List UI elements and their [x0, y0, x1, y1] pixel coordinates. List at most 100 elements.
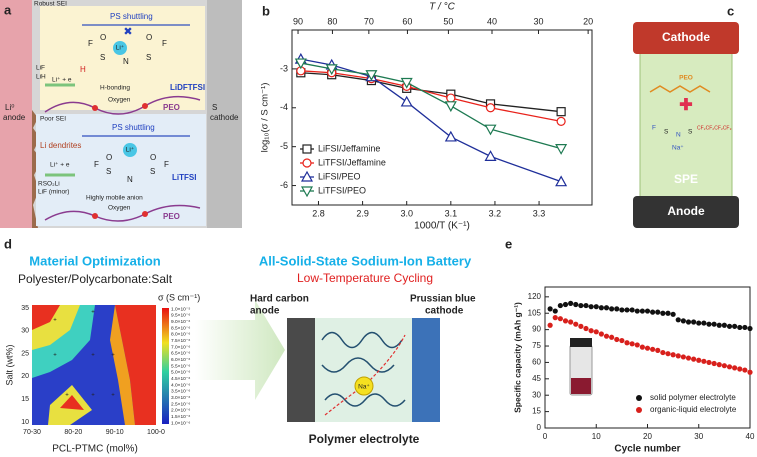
x-tick-label: 2.8 [312, 208, 325, 218]
point [629, 307, 635, 313]
atom: S [688, 129, 693, 136]
marker [484, 150, 497, 161]
point [603, 333, 610, 339]
point [583, 325, 589, 332]
point [578, 323, 584, 329]
x2-tick-label: 70 [364, 16, 374, 26]
anode-image [287, 318, 315, 422]
point [573, 321, 579, 327]
cathode-label: Prussian blue [410, 294, 476, 305]
point [624, 340, 630, 346]
point [742, 324, 748, 331]
x-tick-label: 0 [543, 432, 548, 441]
point [732, 323, 738, 329]
atom: F [94, 160, 99, 169]
point [609, 306, 615, 312]
polymer-chain [321, 331, 406, 407]
point [568, 300, 574, 306]
point [675, 353, 681, 359]
atom: F [88, 39, 93, 48]
anode-label: anode [3, 113, 26, 122]
atom: F [164, 160, 169, 169]
x-label: PCL-PTMC (mol%) [52, 444, 138, 455]
ion [113, 41, 127, 55]
anion-label: Highly mobile anion [86, 195, 143, 202]
point [619, 337, 625, 344]
point [716, 322, 722, 328]
y-tick-label: -3 [280, 63, 288, 73]
heatmap-region [32, 305, 60, 330]
legend-marker [300, 170, 314, 182]
subtitle: Polyester/Polycarbonate:Salt [18, 272, 173, 286]
point [583, 302, 589, 309]
point [547, 306, 553, 312]
point [552, 315, 558, 321]
anode [633, 196, 739, 228]
point [593, 329, 599, 335]
sample-mark: + [91, 310, 95, 316]
x2-tick-label: 40 [487, 16, 497, 26]
colorbar-label: 6.5×10⁻⁶ [171, 351, 190, 357]
block-mark: ✖ [123, 26, 132, 38]
y-tick-label: -6 [280, 180, 288, 190]
marker [444, 130, 457, 142]
point [634, 308, 640, 314]
title: All-Solid-State Sodium-Ion Battery [259, 253, 472, 268]
ion [123, 143, 137, 157]
colorbar-label: 8.5×10⁻⁶ [171, 325, 190, 331]
y-tick-label: 30 [532, 390, 541, 399]
atom: N [127, 175, 133, 184]
sei-product: LiF (minor) [38, 189, 69, 196]
vial-liquid [571, 378, 591, 394]
x-tick-label: 3.0 [400, 208, 413, 218]
colorbar-label: 8.0×10⁻⁶ [171, 332, 190, 338]
anode-label: anode [250, 306, 280, 317]
polymer-chain [44, 95, 201, 115]
point [711, 360, 717, 367]
point [655, 347, 661, 353]
panel-a: ✖ a Li⁰ anode S cathode Robust SEI PS sh… [0, 0, 242, 228]
sei-label: Poor SEI [40, 116, 66, 123]
point [557, 302, 563, 309]
marker [555, 175, 568, 187]
point [655, 309, 661, 315]
x-tick-label: 10 [592, 432, 601, 441]
colorbar-label: 1.0×10⁻⁵ [171, 306, 190, 312]
ion-label: Li⁺ [116, 45, 125, 52]
dendrites-label: Li dendrites [40, 141, 81, 150]
sei-product: LiH [36, 74, 46, 81]
atom: O [150, 153, 156, 162]
plus: ✚ [679, 97, 692, 114]
colorbar-label: 1.5×10⁻⁶ [171, 414, 190, 420]
colorbar-label: 6.0×10⁻⁶ [171, 357, 190, 363]
salt-label: LiTFSI [172, 173, 196, 182]
point [660, 349, 666, 356]
cathode-label: cathode [425, 306, 464, 317]
y-label: Specific capacity (mAh g⁻¹) [512, 302, 522, 413]
panel-label: e [505, 236, 512, 251]
anode-label: Anode [667, 204, 705, 218]
ion-label: Na⁺ [672, 145, 684, 152]
x2-tick-label: 50 [443, 16, 453, 26]
oxygen [142, 103, 148, 109]
poor-region [36, 114, 206, 226]
colorbar-label: 2.0×10⁻⁶ [171, 408, 190, 414]
point [598, 331, 604, 337]
polymer-chain [44, 204, 201, 222]
point [670, 352, 676, 358]
marker [556, 116, 566, 126]
x-tick-label: 3.3 [533, 208, 546, 218]
bonding-label: H-bonding [100, 85, 130, 92]
marker [400, 77, 413, 89]
legend-marker [636, 395, 642, 401]
sample-mark: + [111, 353, 115, 359]
y-tick-label: 90 [532, 325, 541, 334]
legend-label: LiTFSI/Jeffamine [318, 157, 386, 167]
polymer-label: PEO [679, 75, 693, 82]
shuttling-label: PS shuttling [112, 123, 155, 132]
legend-label: organic-liquid electrolyte [650, 405, 737, 414]
polymer-chain [649, 85, 711, 93]
point [588, 304, 594, 310]
point [675, 317, 681, 323]
